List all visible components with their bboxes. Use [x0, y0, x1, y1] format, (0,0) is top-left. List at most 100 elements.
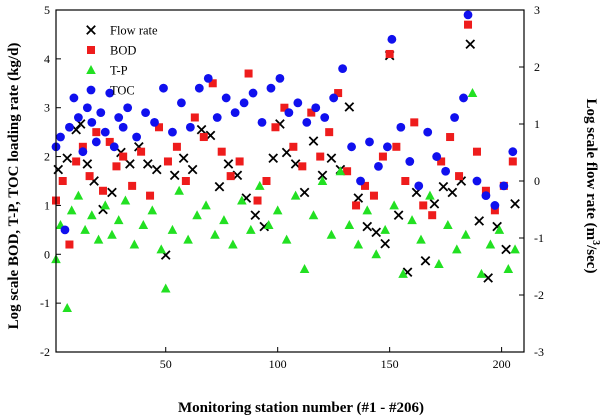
data-point — [429, 198, 440, 209]
data-point — [352, 201, 361, 210]
data-point — [262, 177, 271, 185]
data-point — [114, 113, 124, 122]
data-point — [119, 152, 128, 161]
data-point — [455, 172, 464, 181]
data-point — [100, 200, 111, 210]
data-point — [235, 157, 244, 166]
data-point — [142, 159, 153, 169]
data-point — [365, 137, 374, 147]
legend-marker — [86, 25, 96, 35]
data-point — [494, 224, 505, 234]
data-point — [62, 303, 72, 313]
y-axis-right-title-superscript: 3 — [590, 240, 600, 245]
plot-frame — [55, 9, 525, 353]
y-right-tick-label: 0 — [534, 174, 540, 188]
y-left-tick-label: 0 — [44, 247, 50, 261]
data-point — [338, 64, 348, 74]
data-point — [299, 187, 310, 198]
data-point — [443, 219, 453, 229]
data-point — [125, 159, 135, 169]
data-point-stroke-b — [438, 181, 449, 192]
data-point-stroke-b — [89, 176, 99, 186]
plot-area-border — [55, 9, 525, 353]
x-axis-title: Monitoring station number (#1 - #206) — [178, 400, 424, 416]
data-point — [105, 137, 114, 146]
data-point-stroke-b — [456, 176, 467, 186]
data-point — [441, 166, 451, 176]
data-point-stroke-b — [223, 159, 234, 169]
data-point — [472, 147, 481, 156]
data-point — [432, 152, 442, 161]
data-point — [343, 167, 352, 176]
legend-marker — [86, 85, 96, 95]
y-axis-right-title: Log scale flow rate (m3/sec) — [583, 99, 600, 274]
data-point-stroke-b — [501, 244, 511, 255]
data-point — [244, 69, 253, 78]
data-point — [167, 224, 178, 234]
data-point — [246, 224, 256, 234]
data-point — [194, 83, 204, 93]
data-point-stroke-b — [393, 210, 404, 221]
data-point-stroke-b — [250, 210, 261, 221]
data-point — [396, 122, 406, 132]
data-point — [344, 102, 355, 112]
data-point — [105, 88, 115, 98]
data-point — [263, 219, 274, 229]
data-point — [92, 128, 101, 137]
data-point — [344, 219, 355, 229]
data-point — [401, 177, 410, 185]
data-point — [326, 229, 337, 239]
data-point — [326, 153, 337, 164]
data-point — [272, 205, 283, 215]
data-point — [248, 88, 258, 98]
legend-marker — [87, 46, 95, 54]
data-point — [160, 283, 171, 293]
legend-label: TOC — [110, 84, 135, 98]
legend-label: T-P — [110, 64, 128, 78]
data-point — [132, 132, 142, 142]
data-point — [181, 177, 190, 185]
data-point — [460, 229, 471, 239]
data-point — [476, 268, 487, 278]
data-point-stroke-b — [447, 187, 458, 198]
data-point — [187, 164, 198, 175]
y-left-tick-label: -1 — [40, 296, 50, 310]
data-point-stroke-b — [380, 238, 391, 249]
y-right-tick-label: 1 — [534, 117, 540, 131]
axis-ticks: 50 100 150 200 -2 -1 0 1 2 3 4 5 -3 -2 -1 0 1 2 3 — [40, 3, 544, 371]
data-point — [226, 172, 235, 181]
legend-item: BOD — [87, 44, 136, 58]
y-right-tick-label: 2 — [534, 60, 540, 74]
data-point — [467, 88, 478, 98]
data-point — [203, 74, 213, 83]
data-point — [65, 122, 74, 132]
series-toc — [51, 10, 518, 235]
data-point — [72, 157, 81, 166]
data-point — [423, 127, 433, 137]
legend: Flow rate BOD T-P TOC — [86, 24, 158, 98]
legend-item: T-P — [86, 64, 128, 78]
data-point — [196, 124, 207, 135]
data-point — [464, 20, 473, 29]
data-point — [446, 133, 455, 142]
data-point — [356, 176, 365, 186]
data-point — [510, 198, 520, 209]
data-point — [281, 234, 292, 244]
plot-markers — [51, 10, 520, 313]
y-right-tick-label: -1 — [534, 231, 544, 245]
data-point — [174, 185, 184, 195]
data-point — [82, 159, 93, 169]
data-point-stroke-b — [371, 227, 382, 238]
data-point — [508, 147, 518, 157]
data-point — [307, 108, 316, 117]
data-point-stroke-b — [82, 159, 93, 169]
data-point — [398, 268, 408, 278]
data-point-stroke-b — [308, 136, 319, 146]
data-point-stroke-b — [142, 159, 153, 169]
data-point — [56, 132, 65, 142]
data-point — [483, 273, 494, 283]
data-point — [308, 210, 319, 220]
y-axis-right-title-main: Log scale flow rate (m — [583, 99, 599, 241]
data-point — [257, 117, 267, 127]
